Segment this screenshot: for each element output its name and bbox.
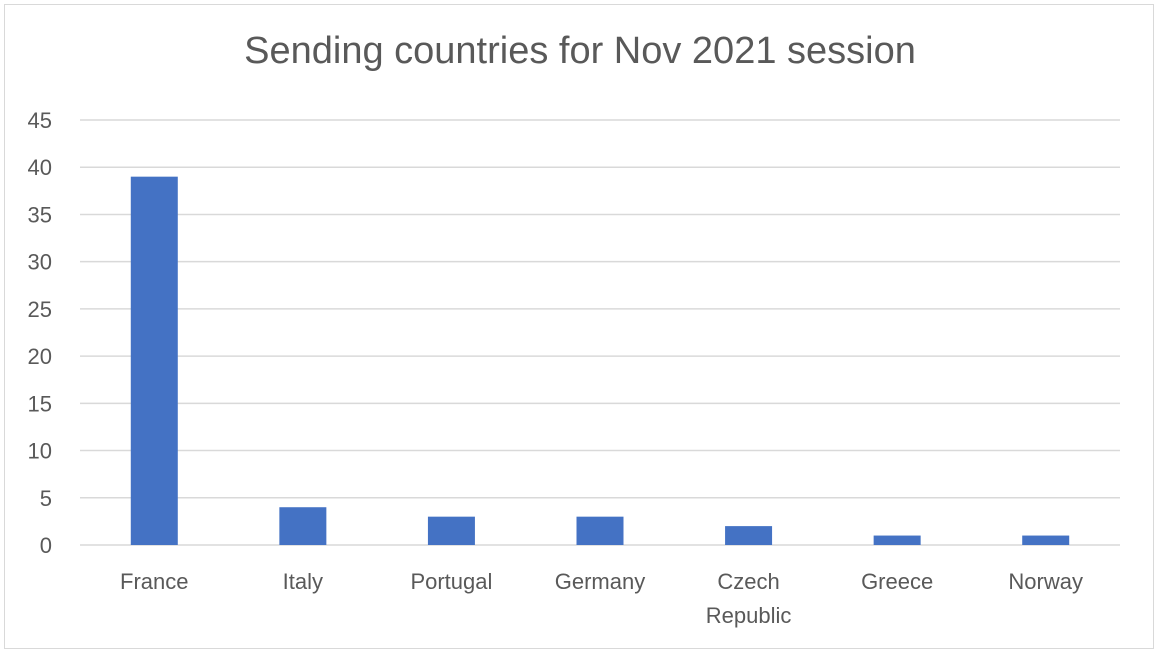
y-tick-label: 10 [28,439,52,464]
x-tick-label: France [120,569,188,594]
x-tick-label: Czech Republic [706,569,792,628]
y-tick-label: 0 [40,533,52,558]
x-tick-label: Germany [555,569,645,594]
chart-title: Sending countries for Nov 2021 session [244,30,916,72]
y-tick-label: 5 [40,486,52,511]
x-tick-label: Greece [861,569,933,594]
bar-czech-republic [725,526,773,545]
bar-portugal [427,516,475,545]
y-tick-label: 20 [28,344,52,369]
y-tick-label: 15 [28,391,52,416]
bar-germany [576,516,624,545]
y-tick-label: 35 [28,202,52,227]
y-tick-label: 25 [28,297,52,322]
bar-italy [279,507,327,545]
bar-greece [873,535,921,545]
y-tick-label: 30 [28,250,52,275]
bar-france [130,176,178,545]
x-tick-label: Norway [1008,569,1083,594]
x-tick-label: Portugal [410,569,492,594]
y-tick-label: 45 [28,108,52,133]
x-tick-label: Italy [283,569,323,594]
y-tick-label: 40 [28,155,52,180]
bar-norway [1022,535,1070,545]
